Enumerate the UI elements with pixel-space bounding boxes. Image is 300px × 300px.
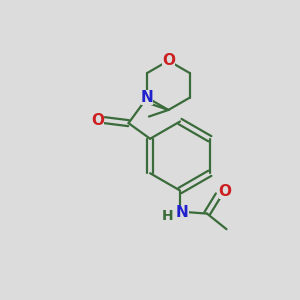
Text: H: H bbox=[162, 209, 173, 223]
Text: N: N bbox=[176, 205, 189, 220]
Text: O: O bbox=[218, 184, 232, 199]
Text: O: O bbox=[92, 113, 104, 128]
Text: N: N bbox=[141, 90, 154, 105]
Text: O: O bbox=[162, 53, 175, 68]
